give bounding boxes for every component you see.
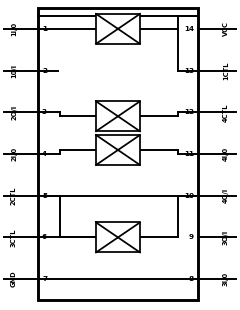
- Bar: [96, 101, 140, 131]
- Bar: [96, 135, 140, 165]
- Text: 10: 10: [184, 193, 194, 199]
- Text: 2CTL: 2CTL: [11, 186, 17, 205]
- Text: 11: 11: [184, 151, 194, 157]
- Text: GND: GND: [11, 271, 17, 287]
- Text: 3I/0: 3I/0: [223, 272, 229, 286]
- Text: 4CTL: 4CTL: [223, 103, 229, 122]
- Text: 4: 4: [42, 151, 47, 157]
- Text: 4I/0: 4I/0: [223, 147, 229, 161]
- Text: VCC: VCC: [223, 21, 229, 36]
- Text: 3CTL: 3CTL: [11, 228, 17, 247]
- Bar: [96, 14, 140, 44]
- Text: 2I/0: 2I/0: [11, 147, 17, 161]
- Text: 7: 7: [42, 276, 47, 282]
- Text: 2O/I: 2O/I: [11, 105, 17, 120]
- Text: 1CTL: 1CTL: [223, 61, 229, 80]
- Text: 10/I: 10/I: [11, 64, 17, 78]
- Text: 3: 3: [42, 109, 47, 115]
- Text: 3O/I: 3O/I: [223, 230, 229, 245]
- Text: 14: 14: [184, 26, 194, 32]
- Bar: [96, 223, 140, 252]
- Text: 12: 12: [184, 109, 194, 115]
- Text: 13: 13: [184, 68, 194, 73]
- Text: 5: 5: [42, 193, 47, 199]
- Text: 6: 6: [42, 234, 47, 241]
- Text: 8: 8: [189, 276, 194, 282]
- Bar: [38, 8, 198, 300]
- Text: 9: 9: [189, 234, 194, 241]
- Text: 1: 1: [42, 26, 47, 32]
- Text: 4O/I: 4O/I: [223, 188, 229, 203]
- Text: 1I/0: 1I/0: [11, 22, 17, 36]
- Text: 2: 2: [42, 68, 47, 73]
